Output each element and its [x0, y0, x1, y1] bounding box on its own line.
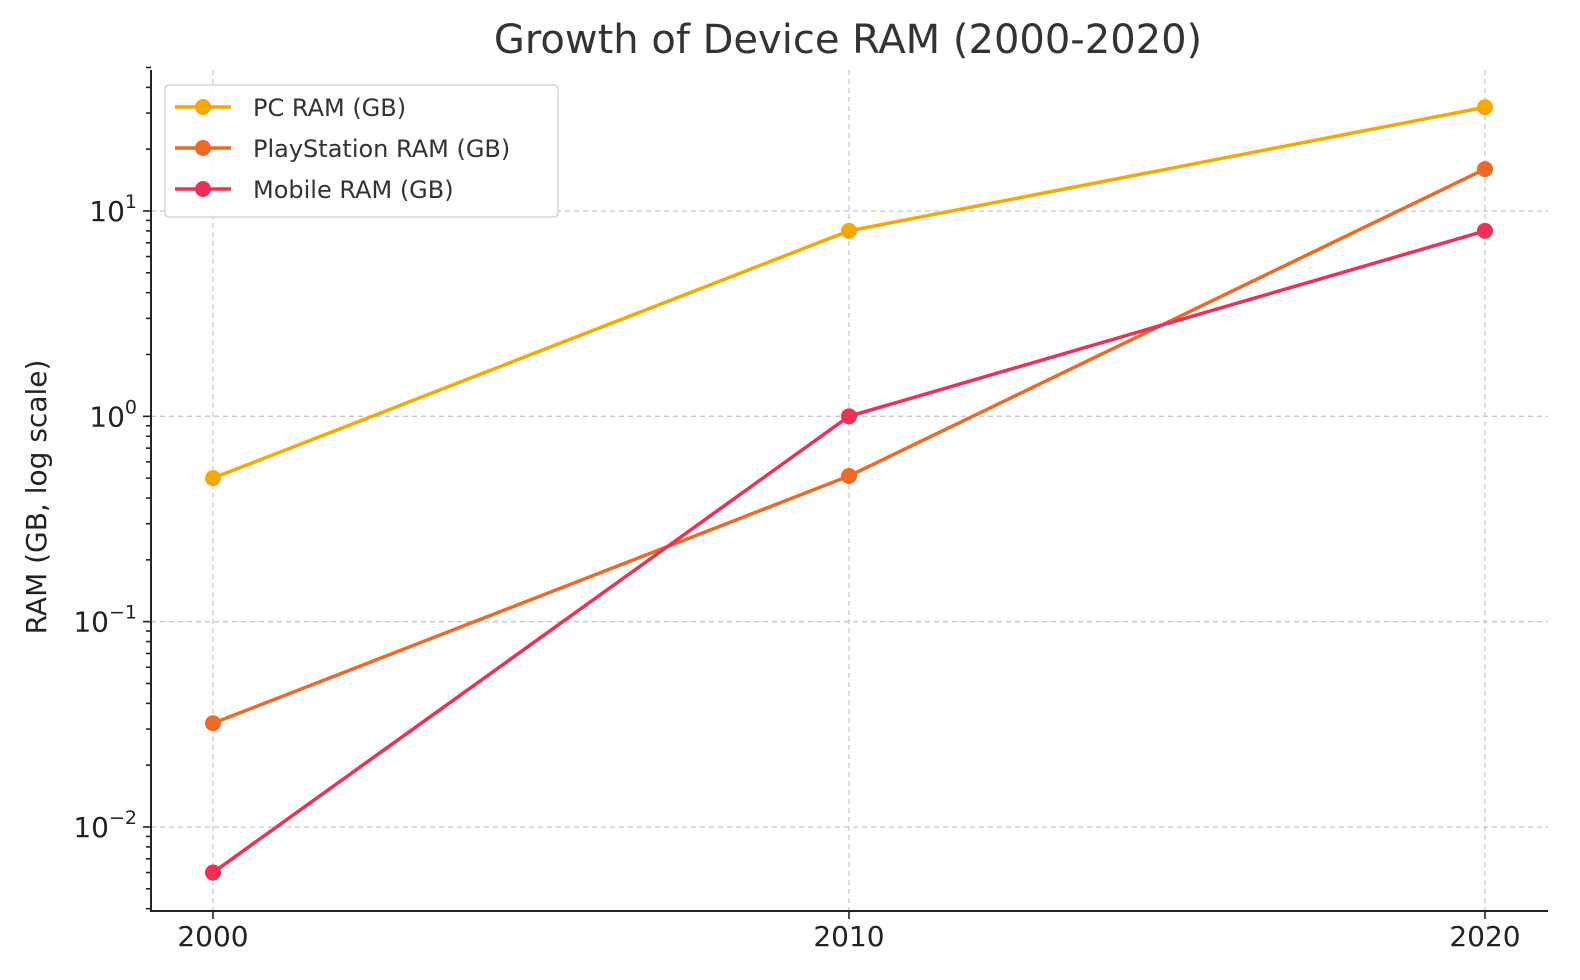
data-point — [1477, 222, 1493, 239]
data-point — [205, 715, 221, 732]
data-point — [841, 408, 857, 425]
data-point — [1477, 99, 1493, 116]
legend-swatch-marker — [195, 99, 211, 115]
grid-lines — [151, 70, 1548, 911]
legend-swatch-marker — [195, 140, 211, 156]
x-tick-label: 2020 — [1449, 920, 1520, 953]
y-tick-base: 10 — [89, 195, 125, 228]
data-point — [205, 864, 221, 881]
data-point — [1477, 161, 1493, 178]
x-tick-label: 2000 — [177, 920, 248, 953]
data-point — [841, 222, 857, 239]
y-tick-base: 10 — [89, 400, 125, 433]
y-tick-label: 10−2 — [73, 807, 137, 844]
y-tick-label: 101 — [89, 191, 137, 228]
series-group — [205, 222, 1493, 881]
y-tick-exponent: −1 — [109, 602, 137, 624]
x-tick-label: 2010 — [813, 920, 884, 953]
series-group — [205, 99, 1493, 487]
data-point — [841, 468, 857, 485]
y-tick-label: 100 — [89, 396, 137, 433]
legend: PC RAM (GB) PlayStation RAM (GB) Mobile RA… — [164, 84, 559, 218]
legend-label: Mobile RAM (GB) — [253, 176, 454, 204]
y-tick-label: 10−1 — [73, 602, 137, 639]
legend-label: PlayStation RAM (GB) — [253, 135, 510, 163]
y-tick-base: 10 — [73, 606, 109, 639]
data-point — [205, 470, 221, 487]
legend-swatch-marker — [195, 181, 211, 197]
series-group — [205, 161, 1493, 732]
series — [205, 99, 1493, 881]
chart-title: Growth of Device RAM (2000-2020) — [494, 17, 1202, 63]
legend-box — [164, 84, 559, 218]
y-tick-exponent: 0 — [125, 396, 137, 418]
y-tick-exponent: 1 — [125, 191, 137, 213]
legend-label: PC RAM (GB) — [253, 94, 406, 122]
y-tick-exponent: −2 — [109, 807, 137, 829]
y-tick-base: 10 — [73, 811, 109, 844]
y-axis-label: RAM (GB, log scale) — [20, 360, 53, 635]
